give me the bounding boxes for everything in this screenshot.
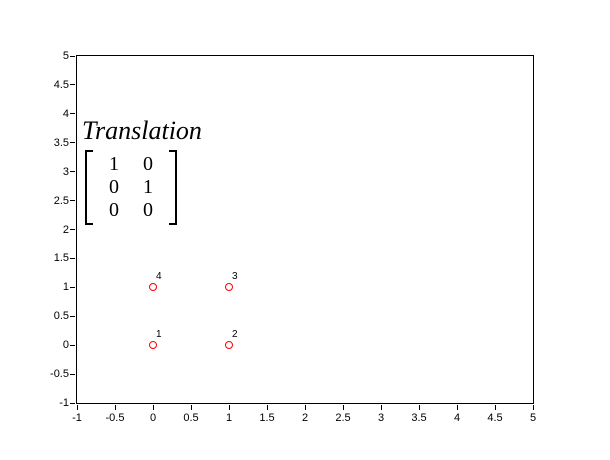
y-axis-tick (70, 229, 75, 230)
data-point-marker (149, 283, 157, 292)
x-axis-tick (342, 405, 344, 410)
y-axis-tick (70, 113, 75, 115)
x-axis-tick-label: 2 (301, 412, 309, 424)
data-point-marker (149, 341, 157, 350)
x-axis-tick-label: 1 (225, 412, 233, 424)
x-axis-tick-label: -1 (72, 412, 82, 424)
y-axis-tick-label: 3 (62, 165, 69, 178)
data-point-label: 1 (156, 329, 162, 341)
y-axis-tick-label: 3.5 (53, 136, 69, 149)
x-axis-tick-label: 5 (529, 412, 537, 424)
y-axis-tick (70, 402, 75, 404)
x-axis-tick (304, 405, 306, 410)
matrix-cell: 0 (143, 199, 153, 221)
x-axis-tick (456, 405, 458, 410)
x-axis-tick-label: 3.5 (411, 412, 427, 424)
y-axis-tick (70, 344, 75, 346)
y-axis-tick-label: 1 (62, 281, 69, 294)
x-axis-tick (152, 405, 154, 410)
x-axis-tick (76, 405, 78, 410)
y-axis-tick (70, 257, 75, 259)
annotation-title: Translation (82, 116, 202, 145)
matrix-cell: 0 (109, 176, 119, 198)
y-axis-tick-label: 0.5 (53, 310, 69, 323)
data-point-marker (225, 341, 233, 350)
y-axis-tick-label: -1 (59, 397, 69, 409)
x-axis-tick-label: 1.5 (259, 412, 275, 424)
y-axis-tick-label: 2.5 (53, 194, 69, 207)
x-axis-tick-label: 2.5 (335, 412, 351, 424)
y-axis-tick (70, 286, 75, 288)
x-axis-tick (228, 405, 230, 410)
matrix-cell: 1 (143, 176, 153, 198)
x-axis-tick-label: 3 (377, 412, 385, 424)
y-axis-tick (70, 171, 75, 173)
y-axis-tick-label: 4 (62, 107, 69, 120)
y-axis-tick-label: 5 (62, 50, 69, 62)
y-axis-tick (70, 200, 75, 202)
x-axis-tick-label: 4 (453, 412, 461, 424)
y-axis-tick (70, 315, 75, 317)
data-point-label: 3 (232, 271, 238, 283)
y-axis-tick (70, 55, 75, 57)
x-axis-tick (380, 405, 382, 410)
data-point-label: 4 (156, 271, 162, 283)
x-axis-tick (494, 405, 496, 410)
y-axis-tick (70, 142, 75, 144)
data-point-label: 2 (232, 329, 238, 341)
y-axis-tick-label: 1.5 (53, 252, 69, 265)
x-axis-tick (532, 405, 534, 410)
x-axis-tick-label: -0.5 (105, 412, 125, 424)
x-axis-tick-label: 0.5 (183, 412, 199, 424)
matrix-cell: 0 (109, 199, 119, 221)
x-axis-tick (418, 405, 420, 410)
x-axis-tick-label: 4.5 (487, 412, 503, 424)
matrix-cell: 1 (109, 153, 119, 175)
y-axis-tick (70, 84, 75, 86)
y-axis-tick-label: 4.5 (53, 78, 69, 91)
y-axis-tick (70, 373, 75, 375)
matrix-cell: 0 (143, 153, 153, 175)
x-axis-tick (114, 405, 116, 410)
x-axis-tick (266, 405, 268, 410)
matrix-left-bracket (85, 150, 93, 225)
y-axis-tick-label: 0 (62, 339, 69, 352)
x-axis-tick (190, 405, 192, 410)
data-point-marker (225, 283, 233, 292)
y-axis-tick-label: -0.5 (50, 368, 69, 381)
matrix-right-bracket (169, 150, 177, 225)
x-axis-tick-label: 0 (149, 412, 157, 424)
y-axis-tick-label: 2 (62, 223, 69, 236)
